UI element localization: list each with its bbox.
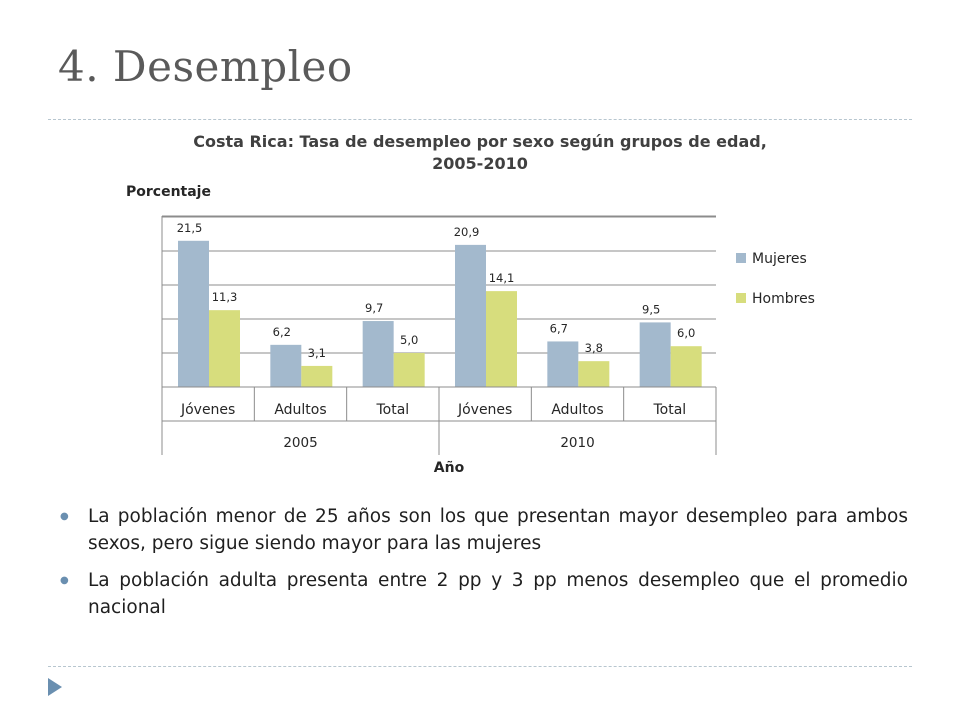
bar-hombres (393, 353, 425, 387)
category-label: Adultos (551, 402, 603, 418)
bar-hombres (301, 365, 333, 387)
bar-hombres (578, 361, 610, 387)
bullet-dot-icon: ● (60, 511, 69, 522)
data-label: 9,7 (365, 301, 383, 315)
bottom-divider (48, 666, 912, 667)
bar-mujeres (639, 322, 671, 387)
data-label: 3,1 (308, 346, 326, 360)
legend-label: Hombres (752, 291, 815, 307)
data-label: 20,9 (454, 225, 480, 239)
data-label: 5,0 (400, 333, 418, 347)
data-label: 6,2 (273, 325, 291, 339)
group-label: 2005 (283, 435, 317, 451)
bar-hombres (209, 310, 240, 387)
bar-mujeres (455, 244, 486, 387)
bullet-item: ● La población adulta presenta entre 2 p… (60, 567, 908, 621)
bullet-text: La población adulta presenta entre 2 pp … (88, 570, 908, 618)
data-label: 6,0 (677, 326, 695, 340)
legend: Mujeres Hombres (736, 251, 815, 307)
category-label: Total (375, 402, 409, 418)
bullet-list: ● La población menor de 25 años son los … (60, 503, 908, 631)
bullet-dot-icon: ● (60, 575, 69, 586)
bar-mujeres (178, 240, 209, 387)
legend-label: Mujeres (752, 251, 807, 267)
triangle-right-icon (48, 678, 62, 696)
top-divider (48, 119, 912, 120)
bar-hombres (486, 291, 517, 387)
x-axis-label: Año (434, 460, 465, 476)
bar-mujeres (270, 344, 302, 387)
legend-swatch (736, 293, 746, 303)
y-axis-label: Porcentaje (126, 184, 211, 200)
bar-mujeres (547, 341, 579, 387)
data-label: 9,5 (642, 302, 660, 316)
slide-title: 4. Desempleo (58, 42, 353, 91)
category-label: Jóvenes (457, 402, 512, 418)
data-label: 3,8 (585, 341, 603, 355)
chart-title: Costa Rica: Tasa de desempleo por sexo s… (193, 132, 767, 173)
data-label: 21,5 (177, 221, 203, 235)
legend-swatch (736, 253, 746, 263)
x-axis: Jóvenes Adultos Total Jóvenes Adultos Total 20… (161, 216, 717, 455)
data-label: 14,1 (489, 271, 515, 285)
data-label: 6,7 (550, 321, 568, 335)
bar-mujeres (362, 321, 394, 387)
bullet-text: La población menor de 25 años son los qu… (88, 506, 908, 554)
category-label: Adultos (274, 402, 326, 418)
bar-hombres (670, 346, 702, 387)
data-label: 11,3 (212, 290, 238, 304)
group-label: 2010 (560, 435, 594, 451)
bars: 21,5 6,2 9,7 20,9 6,7 9,5 11,3 3,1 5,0 14,1 3,8 6,0 (177, 221, 702, 387)
category-label: Jóvenes (180, 402, 235, 418)
gridlines (162, 215, 716, 354)
category-label: Total (652, 402, 686, 418)
bullet-item: ● La población menor de 25 años son los … (60, 503, 908, 557)
